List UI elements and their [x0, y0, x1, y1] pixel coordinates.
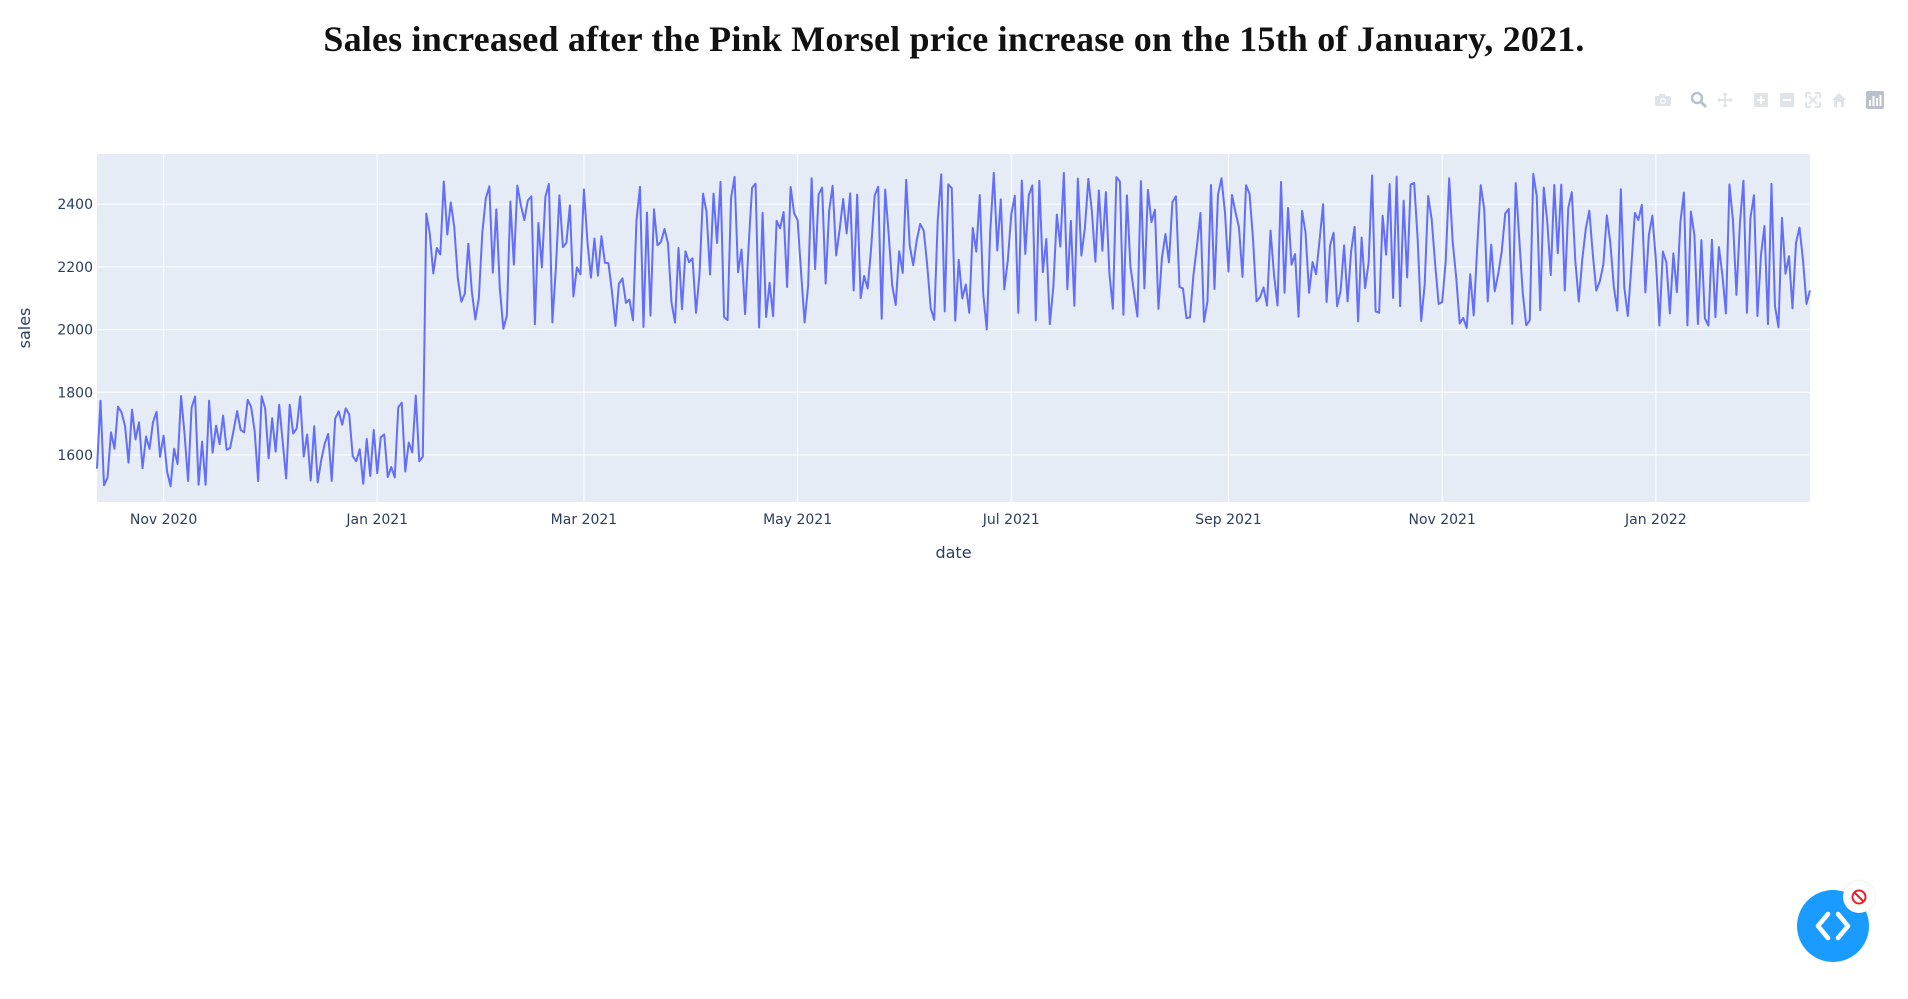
y-tick-label: 2200: [57, 260, 93, 276]
sales-series-line: [96, 171, 1811, 488]
plotly-logo-icon[interactable]: [1862, 88, 1888, 112]
x-tick-label: Nov 2021: [1408, 512, 1475, 528]
modebar: [1650, 88, 1888, 112]
error-badge[interactable]: [1843, 881, 1875, 913]
x-tick-label: May 2021: [763, 512, 832, 528]
x-tick-label: Jan 2021: [345, 512, 408, 528]
y-tick-label: 1600: [57, 448, 93, 464]
y-tick-label: 2000: [57, 323, 93, 339]
reset-axes-icon[interactable]: [1826, 88, 1852, 112]
y-tick-labels: 1600 1800 2000 2200 2400: [57, 197, 93, 464]
zoom-in-icon[interactable]: [1748, 88, 1774, 112]
chart-title: Sales increased after the Pink Morsel pr…: [323, 19, 1585, 59]
x-tick-labels: Nov 2020 Jan 2021 Mar 2021 May 2021 Jul 2021…: [130, 512, 1687, 528]
zoom-out-icon[interactable]: [1774, 88, 1800, 112]
plot-area[interactable]: [97, 154, 1810, 502]
x-tick-label: Jul 2021: [982, 512, 1040, 528]
code-brackets-icon: [1815, 911, 1851, 941]
x-tick-label: Nov 2020: [130, 512, 197, 528]
pan-icon[interactable]: [1712, 88, 1738, 112]
x-tick-label: Mar 2021: [551, 512, 618, 528]
y-tick-label: 2400: [57, 197, 93, 213]
autoscale-icon[interactable]: [1800, 88, 1826, 112]
y-tick-label: 1800: [57, 385, 93, 401]
y-axis-title: sales: [15, 308, 34, 349]
camera-icon[interactable]: [1650, 88, 1676, 112]
no-entry-icon: [1851, 889, 1867, 905]
zoom-icon[interactable]: [1686, 88, 1712, 112]
x-tick-label: Sep 2021: [1195, 512, 1261, 528]
x-axis-title: date: [935, 543, 971, 562]
x-tick-label: Jan 2022: [1624, 512, 1687, 528]
